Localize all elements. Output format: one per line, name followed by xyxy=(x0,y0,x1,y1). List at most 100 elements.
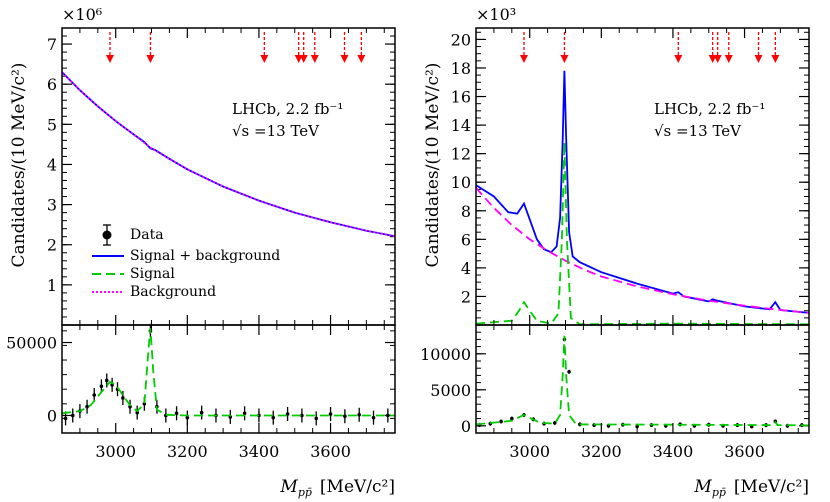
left-residual-data-point xyxy=(92,393,97,397)
right-residual-y-tick-label: 0 xyxy=(461,417,471,436)
right-annotation-line2: √s =13 TeV xyxy=(654,122,742,140)
right-x-tick-label: 3200 xyxy=(581,442,622,461)
left-residual-data-point xyxy=(314,416,319,421)
right-top-ticks: 2 4 6 8 10 12 14 16 18 20 xyxy=(451,30,809,326)
left-top-arrow-head xyxy=(340,55,349,63)
left-top-series xyxy=(61,71,396,238)
right-y-multiplier: ×10³ xyxy=(476,5,516,24)
left-residual-data-point xyxy=(128,404,132,409)
left-residual-data-point xyxy=(199,410,204,415)
right-residual-y-tick-label: 5000 xyxy=(430,381,471,400)
right-annotation-line1: LHCb, 2.2 fb⁻¹ xyxy=(654,100,765,118)
right-residual-frame xyxy=(475,324,810,434)
right-residual-data-point xyxy=(552,421,557,425)
left-residual-frame xyxy=(61,324,396,434)
left-top-y-tick-label: 1 xyxy=(47,276,57,295)
left-residual-data-point xyxy=(300,413,304,418)
right-top-signal-curve xyxy=(475,142,810,326)
left-residual-data-point xyxy=(135,410,139,415)
right-top-y-tick-label: 4 xyxy=(461,259,471,278)
right-residual-series xyxy=(475,335,810,429)
legend-signal-label: Signal xyxy=(130,266,175,282)
left-x-tick-label: 3600 xyxy=(310,442,351,461)
left-x-axis-label: Mpp̄ [MeV/c²] xyxy=(279,477,395,499)
left-residual-data-point xyxy=(271,415,276,420)
right-top-y-tick-label: 18 xyxy=(451,59,471,78)
right-residual-data-point xyxy=(567,370,571,374)
left-top-y-tick-label: 5 xyxy=(47,115,57,134)
left-residual-data-point xyxy=(371,415,376,420)
right-x-axis-label: Mpp̄ [MeV/c²] xyxy=(693,477,809,499)
right-top-y-tick-label: 2 xyxy=(461,287,471,306)
right-residual-data-point xyxy=(499,419,503,424)
right-residual-data-point xyxy=(510,416,514,421)
left-annotation-line2: √s =13 TeV xyxy=(232,122,320,140)
legend-background-label: Background xyxy=(130,284,216,300)
left-y-multiplier: ×10⁶ xyxy=(62,5,102,24)
left-residual-data-point xyxy=(328,412,333,416)
left-top-signal-background-curve xyxy=(61,71,396,238)
left-residual-data-point xyxy=(242,411,247,416)
right-top-y-tick-label: 20 xyxy=(451,30,471,49)
left-residual-y-tick-label: 50000 xyxy=(6,334,57,353)
right-residual-ticks: 0 5000 10000 xyxy=(420,324,809,436)
right-top-signal-background-curve xyxy=(475,70,810,314)
right-top-frame xyxy=(475,27,810,326)
left-top-arrow-head xyxy=(310,55,319,63)
right-x-tick-label: 3000 xyxy=(509,442,550,461)
left-residual-data-point xyxy=(70,413,75,418)
left-y-axis-label: Candidates/(10 MeV/c²) xyxy=(9,63,29,268)
right-top-y-tick-label: 10 xyxy=(451,173,471,192)
right-top-arrow-head xyxy=(560,55,569,63)
left-x-tick-label: 3000 xyxy=(95,442,136,461)
left-top-arrows xyxy=(105,32,366,63)
left-x-tick-label: 3200 xyxy=(167,442,208,461)
right-x-tick-label: 3600 xyxy=(724,442,765,461)
right-top-series xyxy=(475,70,810,326)
right-panel: ×10³ Candidates/(10 MeV/c²) 2 4 6 8 10 12 14 16… xyxy=(420,5,810,499)
left-top-y-tick-label: 4 xyxy=(47,155,57,174)
right-top-y-tick-label: 8 xyxy=(461,202,471,221)
left-top-ticks: 1 2 3 4 5 6 7 xyxy=(47,35,395,326)
left-residual-data-point xyxy=(386,413,390,418)
right-top-y-tick-label: 6 xyxy=(461,230,471,249)
left-top-arrow-head xyxy=(294,55,303,63)
left-residual-data-point xyxy=(104,378,109,383)
legend-data-marker xyxy=(102,224,112,246)
left-top-y-tick-label: 3 xyxy=(47,196,57,215)
left-residual-data-point xyxy=(343,414,347,419)
right-top-background-curve xyxy=(475,187,810,314)
left-top-arrow-head xyxy=(105,55,114,63)
right-top-arrow-head xyxy=(519,55,528,63)
left-top-y-tick-label: 6 xyxy=(47,75,57,94)
legend-data-label: Data xyxy=(130,227,164,243)
left-top-arrow-head xyxy=(357,55,366,63)
left-residual-signal-curve xyxy=(61,327,395,417)
right-top-y-tick-label: 14 xyxy=(451,116,471,135)
right-top-arrow-head xyxy=(708,55,717,63)
left-top-frame xyxy=(61,27,396,326)
right-residual-y-tick-label: 10000 xyxy=(420,345,471,364)
left-residual-data-point xyxy=(121,396,125,400)
right-top-arrow-head xyxy=(674,55,683,63)
legend: Data Signal + background Signal Backgrou… xyxy=(92,224,280,300)
left-x-tick-label: 3400 xyxy=(239,442,280,461)
left-residual-plot: 0 50000 xyxy=(6,323,396,434)
left-residual-data-point xyxy=(85,404,89,409)
left-top-arrow-head xyxy=(260,55,269,63)
right-top-y-tick-label: 16 xyxy=(451,88,471,107)
right-top-arrows xyxy=(519,32,780,63)
right-top-y-tick-label: 12 xyxy=(451,145,471,164)
right-top-arrow-head xyxy=(771,55,780,63)
left-residual-data-point xyxy=(185,415,190,420)
right-x-tick-label: 3400 xyxy=(653,442,694,461)
left-top-background-curve xyxy=(61,71,396,238)
right-residual-plot: 0 5000 10000 xyxy=(420,324,810,436)
left-top-arrow-head xyxy=(146,55,155,63)
left-residual-series xyxy=(61,323,395,426)
left-top-y-tick-label: 2 xyxy=(47,236,57,255)
left-panel: ×10⁶ Candidates/(10 MeV/c²) 1 2 3 4 5 6 7 LHCb… xyxy=(6,5,396,499)
left-x-ticks: 3000 3200 3400 3600 xyxy=(79,28,385,461)
left-residual-data-point xyxy=(99,384,104,389)
